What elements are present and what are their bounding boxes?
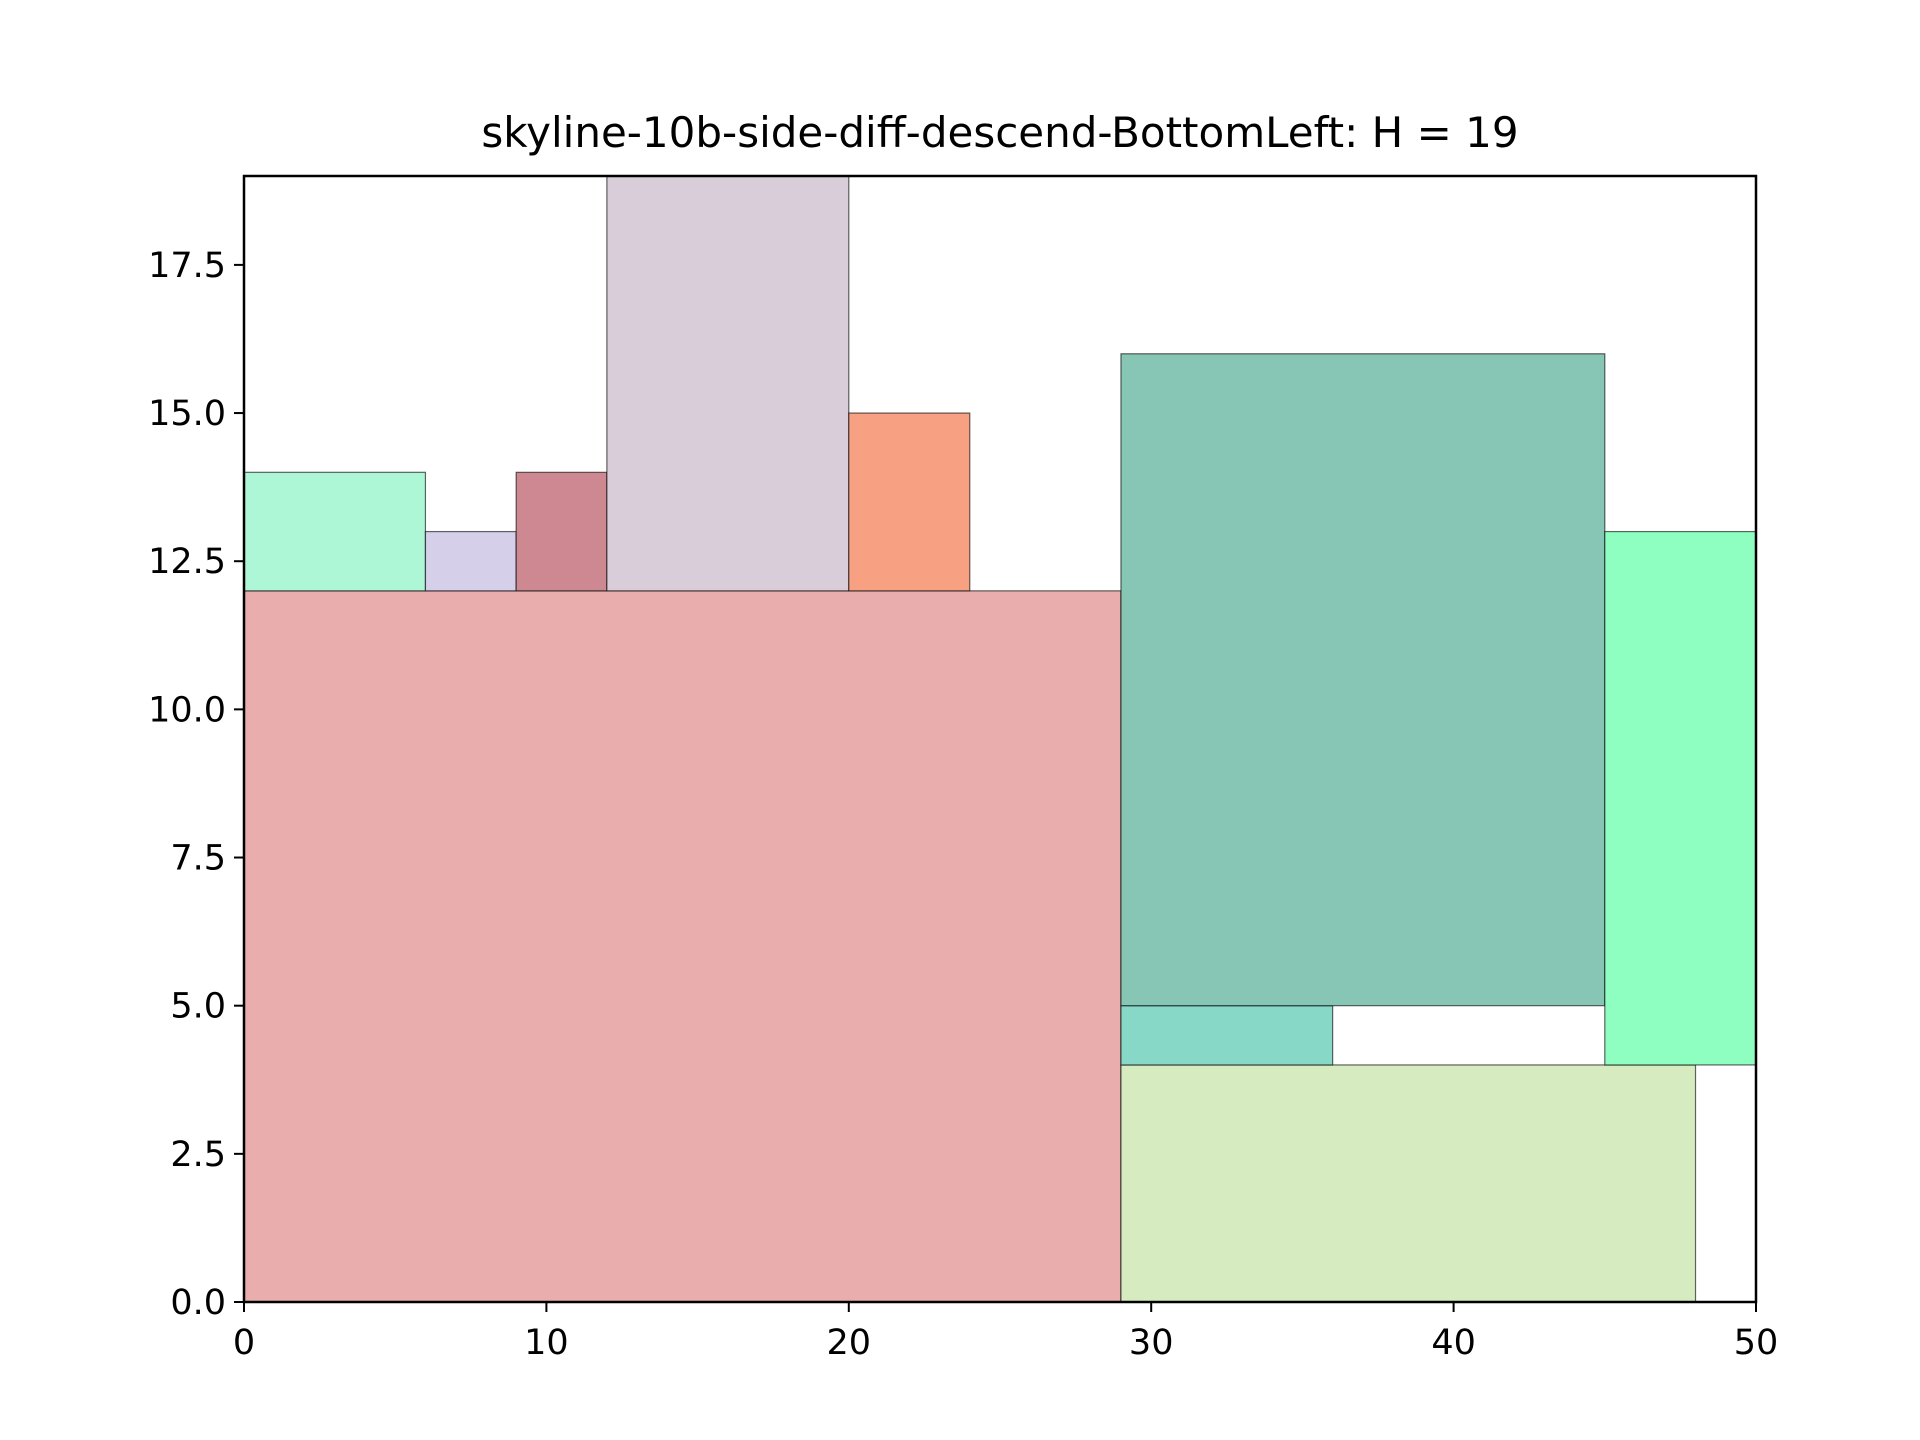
y-tick-label: 10.0 bbox=[148, 690, 226, 730]
y-tick-label: 5.0 bbox=[170, 987, 226, 1027]
chart-title: skyline-10b-side-diff-descend-BottomLeft… bbox=[481, 108, 1518, 157]
x-tick-label: 30 bbox=[1129, 1323, 1174, 1363]
packed-rectangle-6 bbox=[243, 471, 427, 592]
x-tick-label: 40 bbox=[1431, 1323, 1476, 1363]
y-tick-label: 15.0 bbox=[148, 394, 226, 434]
packed-rectangle-2 bbox=[1120, 1064, 1697, 1303]
x-tick-label: 0 bbox=[233, 1323, 255, 1363]
y-tick-label: 0.0 bbox=[170, 1283, 226, 1323]
packed-rectangle-1 bbox=[243, 590, 1122, 1303]
packed-rectangle-4 bbox=[1120, 353, 1606, 1007]
y-tick-label: 17.5 bbox=[148, 246, 226, 286]
x-tick-label: 10 bbox=[524, 1323, 569, 1363]
x-tick-label: 20 bbox=[827, 1323, 872, 1363]
packed-rectangle-7 bbox=[424, 530, 517, 592]
y-tick-label: 7.5 bbox=[170, 839, 226, 879]
x-tick-label: 50 bbox=[1734, 1323, 1779, 1363]
packed-rectangle-8 bbox=[515, 471, 608, 592]
rectangles-group bbox=[243, 175, 1757, 1303]
packed-rectangle-3 bbox=[1120, 1005, 1334, 1066]
y-tick-label: 2.5 bbox=[170, 1135, 226, 1175]
y-tick-label: 12.5 bbox=[148, 542, 226, 582]
axes-frame bbox=[242, 174, 1758, 1304]
packed-rectangle-5 bbox=[1604, 530, 1757, 1066]
packed-rectangle-9 bbox=[606, 175, 850, 592]
x-axis-ticks: 0 10 20 30 40 50 bbox=[233, 1302, 1778, 1363]
packed-rectangle-10 bbox=[848, 412, 971, 592]
y-axis-ticks: 0.0 2.5 5.0 7.5 10.0 12.5 15.0 17.5 bbox=[148, 246, 244, 1323]
